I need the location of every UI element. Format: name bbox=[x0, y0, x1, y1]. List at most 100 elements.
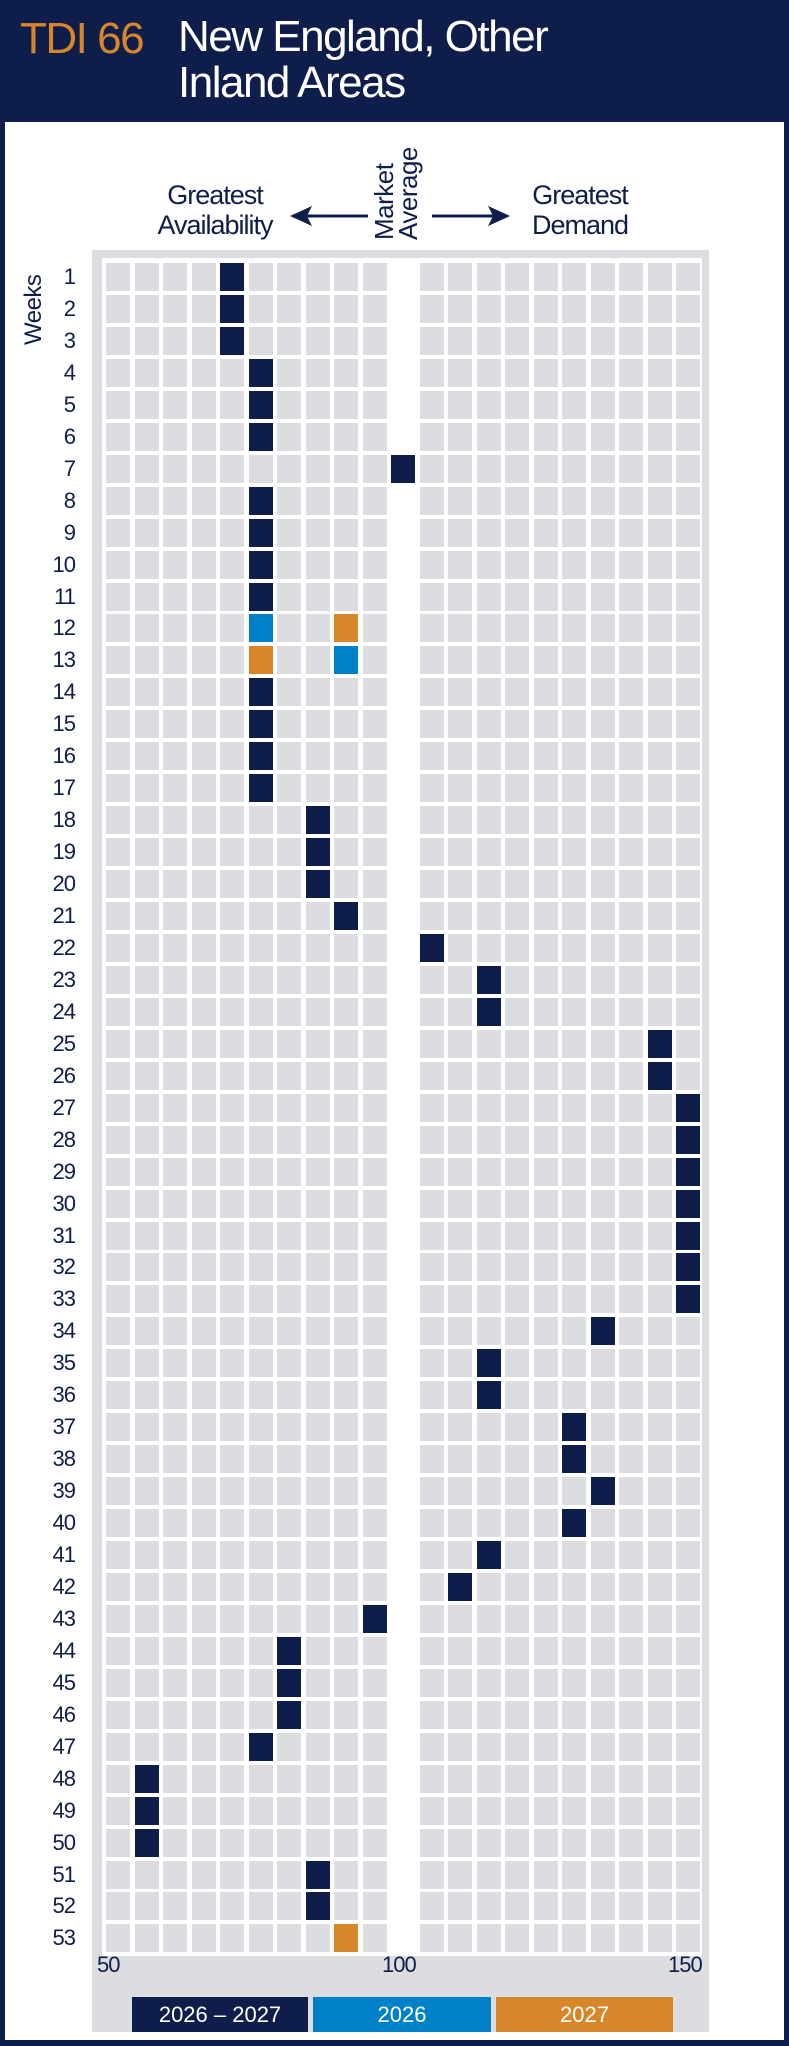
empty-cell bbox=[220, 1796, 244, 1825]
empty-cell bbox=[476, 1317, 501, 1346]
empty-cell bbox=[334, 1860, 358, 1889]
empty-cell bbox=[134, 390, 159, 419]
empty-cell bbox=[106, 1285, 130, 1314]
empty-cell bbox=[676, 550, 700, 579]
empty-cell bbox=[334, 710, 358, 739]
empty-cell bbox=[590, 614, 615, 643]
week-label: 31 bbox=[52, 1222, 76, 1248]
empty-cell bbox=[334, 518, 358, 547]
empty-cell bbox=[163, 614, 187, 643]
empty-cell bbox=[220, 1317, 244, 1346]
empty-cell bbox=[476, 806, 501, 835]
empty-cell bbox=[277, 1125, 301, 1154]
empty-cell bbox=[106, 1061, 130, 1090]
empty-cell bbox=[676, 1796, 700, 1825]
empty-cell bbox=[277, 742, 301, 771]
empty-cell bbox=[676, 326, 700, 355]
empty-cell bbox=[248, 1157, 273, 1186]
empty-cell bbox=[163, 390, 187, 419]
data-cell bbox=[562, 1413, 586, 1442]
empty-cell bbox=[562, 1636, 586, 1665]
legend-2027: 2027 bbox=[496, 1997, 673, 2032]
empty-cell bbox=[248, 1061, 273, 1090]
empty-cell bbox=[419, 1636, 444, 1665]
empty-cell bbox=[448, 1317, 472, 1346]
empty-cell bbox=[476, 486, 501, 515]
empty-cell bbox=[448, 1796, 472, 1825]
empty-cell bbox=[590, 518, 615, 547]
empty-cell bbox=[676, 1061, 700, 1090]
empty-cell bbox=[106, 1796, 130, 1825]
empty-cell bbox=[419, 1317, 444, 1346]
empty-cell bbox=[533, 1189, 558, 1218]
empty-cell bbox=[619, 550, 643, 579]
empty-cell bbox=[448, 1157, 472, 1186]
empty-cell bbox=[647, 294, 672, 323]
empty-cell bbox=[163, 1509, 187, 1538]
empty-cell bbox=[362, 422, 387, 451]
empty-cell bbox=[248, 294, 273, 323]
empty-cell bbox=[106, 1828, 130, 1857]
empty-cell bbox=[505, 1764, 529, 1793]
empty-cell bbox=[419, 1796, 444, 1825]
empty-cell bbox=[191, 838, 216, 867]
empty-cell bbox=[619, 1157, 643, 1186]
empty-cell bbox=[533, 454, 558, 483]
empty-cell bbox=[134, 550, 159, 579]
empty-cell bbox=[505, 1285, 529, 1314]
data-cell bbox=[277, 1700, 301, 1729]
empty-cell bbox=[106, 710, 130, 739]
empty-cell bbox=[163, 1445, 187, 1474]
empty-cell bbox=[305, 1029, 330, 1058]
week-label: 39 bbox=[52, 1478, 76, 1504]
empty-cell bbox=[277, 1157, 301, 1186]
empty-cell bbox=[619, 1636, 643, 1665]
empty-cell bbox=[305, 1828, 330, 1857]
empty-cell bbox=[590, 774, 615, 803]
empty-cell bbox=[619, 1477, 643, 1506]
empty-cell bbox=[134, 710, 159, 739]
empty-cell bbox=[106, 902, 130, 930]
empty-cell bbox=[676, 358, 700, 387]
empty-cell bbox=[191, 1700, 216, 1729]
empty-cell bbox=[562, 965, 586, 994]
empty-cell bbox=[277, 838, 301, 867]
empty-cell bbox=[448, 1349, 472, 1378]
empty-cell bbox=[191, 1732, 216, 1761]
week-label: 20 bbox=[52, 871, 76, 897]
empty-cell bbox=[362, 1029, 387, 1058]
empty-cell bbox=[106, 1125, 130, 1154]
empty-cell bbox=[562, 1796, 586, 1825]
empty-cell bbox=[676, 1828, 700, 1857]
empty-cell bbox=[590, 1892, 615, 1921]
empty-cell bbox=[676, 1445, 700, 1474]
empty-cell bbox=[590, 1445, 615, 1474]
empty-cell bbox=[533, 774, 558, 803]
empty-cell bbox=[676, 486, 700, 515]
empty-cell bbox=[505, 1860, 529, 1889]
empty-cell bbox=[277, 422, 301, 451]
empty-cell bbox=[676, 1541, 700, 1569]
empty-cell bbox=[533, 1572, 558, 1601]
data-cell bbox=[248, 646, 273, 675]
empty-cell bbox=[191, 1924, 216, 1953]
empty-cell bbox=[590, 710, 615, 739]
empty-cell bbox=[562, 1924, 586, 1953]
empty-cell bbox=[647, 326, 672, 355]
empty-cell bbox=[191, 1764, 216, 1793]
empty-cell bbox=[647, 1828, 672, 1857]
empty-cell bbox=[419, 1381, 444, 1410]
empty-cell bbox=[476, 390, 501, 419]
data-cell bbox=[305, 870, 330, 899]
empty-cell bbox=[334, 997, 358, 1026]
empty-cell bbox=[277, 263, 301, 291]
empty-cell bbox=[448, 1061, 472, 1090]
empty-cell bbox=[248, 838, 273, 867]
empty-cell bbox=[134, 518, 159, 547]
empty-cell bbox=[505, 1477, 529, 1506]
empty-cell bbox=[334, 1796, 358, 1825]
empty-cell bbox=[248, 933, 273, 962]
empty-cell bbox=[277, 997, 301, 1026]
empty-cell bbox=[191, 965, 216, 994]
empty-cell bbox=[476, 1157, 501, 1186]
